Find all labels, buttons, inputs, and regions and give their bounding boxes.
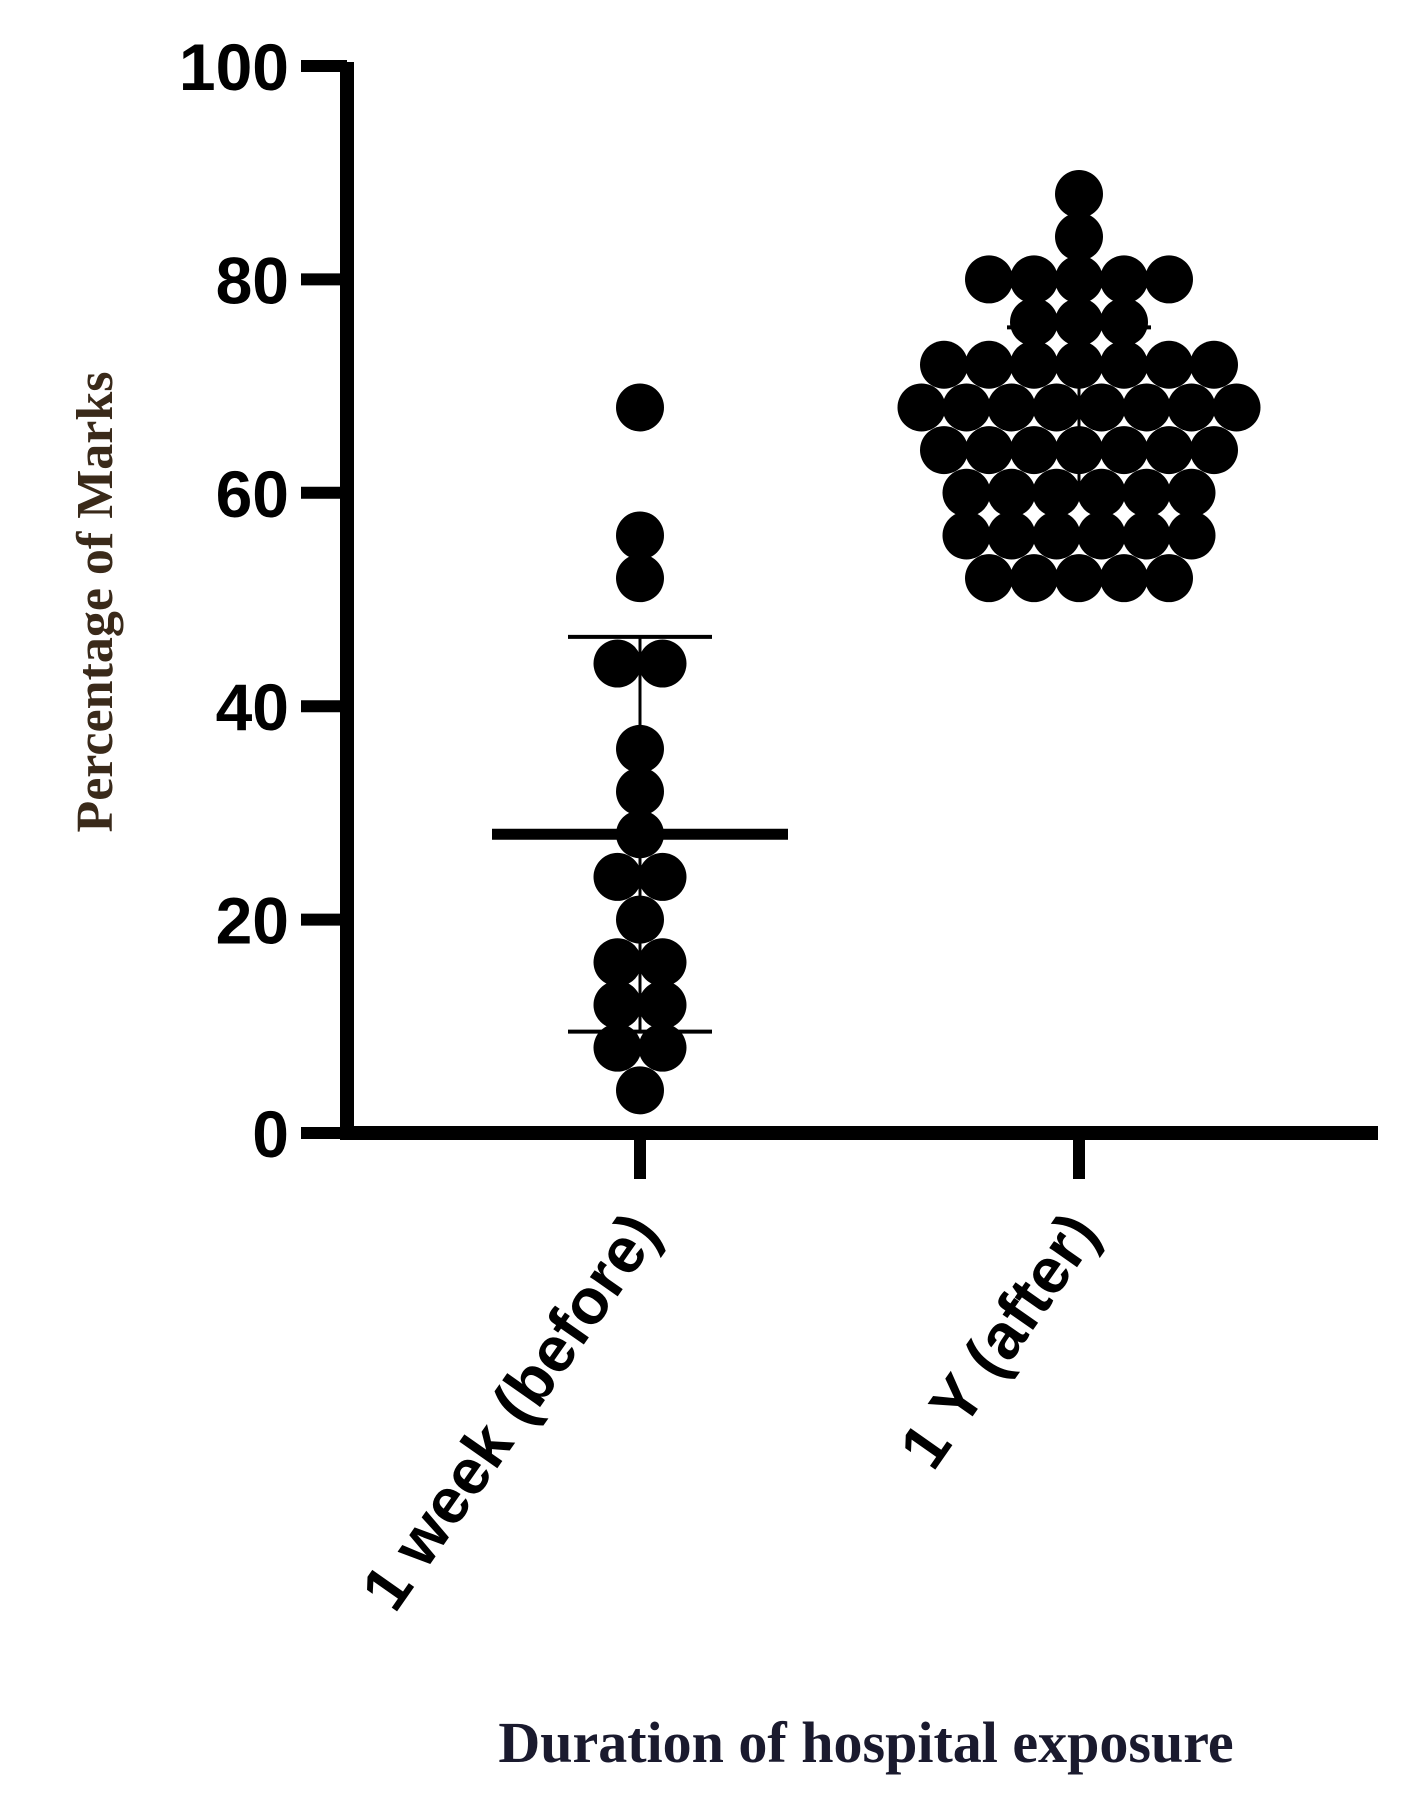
data-point: [593, 938, 642, 987]
data-point: [1010, 554, 1058, 603]
data-point: [1145, 554, 1193, 603]
x-axis-title: Duration of hospital exposure: [498, 1710, 1233, 1775]
data-point: [1032, 511, 1081, 560]
y-tick-label: 100: [179, 30, 289, 104]
data-point: [920, 426, 968, 475]
y-tick-label: 20: [216, 884, 289, 958]
data-point: [593, 980, 642, 1029]
data-point: [965, 426, 1013, 475]
data-point: [638, 852, 687, 901]
data-point: [1122, 511, 1171, 560]
data-point: [1145, 426, 1193, 475]
y-tick-label: 80: [216, 243, 289, 317]
data-point: [942, 511, 991, 560]
data-point: [638, 938, 687, 987]
data-points: [593, 170, 1261, 1115]
axes: [340, 62, 1378, 1140]
data-point: [987, 511, 1036, 560]
data-point: [616, 511, 664, 560]
data-point: [1055, 255, 1103, 304]
data-point: [638, 639, 687, 688]
y-tick-label: 40: [216, 670, 289, 744]
data-point: [1055, 170, 1103, 219]
data-point: [1100, 426, 1148, 475]
x-tick-label: 1 Y (after): [886, 1200, 1113, 1481]
data-point: [1190, 426, 1238, 475]
data-point: [897, 383, 946, 432]
data-point: [616, 1066, 664, 1115]
data-point: [965, 255, 1013, 304]
data-point: [616, 554, 664, 603]
data-point: [965, 340, 1013, 389]
data-point: [1190, 340, 1238, 389]
data-point: [1055, 212, 1103, 261]
data-point: [1100, 554, 1148, 603]
data-point: [1010, 298, 1058, 347]
y-tick-label: 0: [252, 1097, 289, 1171]
data-point: [1145, 255, 1193, 304]
data-point: [1010, 340, 1058, 389]
data-point: [616, 383, 664, 432]
x-axis-ticks: 1 week (before) 1 Y (after): [347, 1133, 1112, 1623]
y-axis-title: Percentage of Marks: [67, 371, 124, 832]
y-tick-label: 60: [216, 457, 289, 531]
data-point: [593, 1023, 642, 1072]
data-point: [593, 639, 642, 688]
data-point: [593, 852, 642, 901]
data-point: [1167, 511, 1216, 560]
data-point: [638, 980, 687, 1029]
x-tick-label: 1 week (before): [347, 1200, 673, 1623]
data-point: [638, 1023, 687, 1072]
data-point: [1100, 298, 1148, 347]
data-point: [1100, 340, 1148, 389]
data-point: [1212, 383, 1261, 432]
data-point: [1055, 554, 1103, 603]
data-point: [965, 554, 1013, 603]
data-point: [1010, 426, 1058, 475]
data-point: [1145, 340, 1193, 389]
y-axis-ticks: 0 20 40 60 80 100: [179, 30, 347, 1171]
data-point: [1010, 255, 1058, 304]
data-point: [1055, 298, 1103, 347]
data-point: [1167, 468, 1216, 517]
data-point: [1100, 255, 1148, 304]
mean-sd-bars: [492, 325, 1227, 1034]
data-point: [942, 468, 991, 517]
data-point: [920, 340, 968, 389]
data-point: [1077, 511, 1126, 560]
